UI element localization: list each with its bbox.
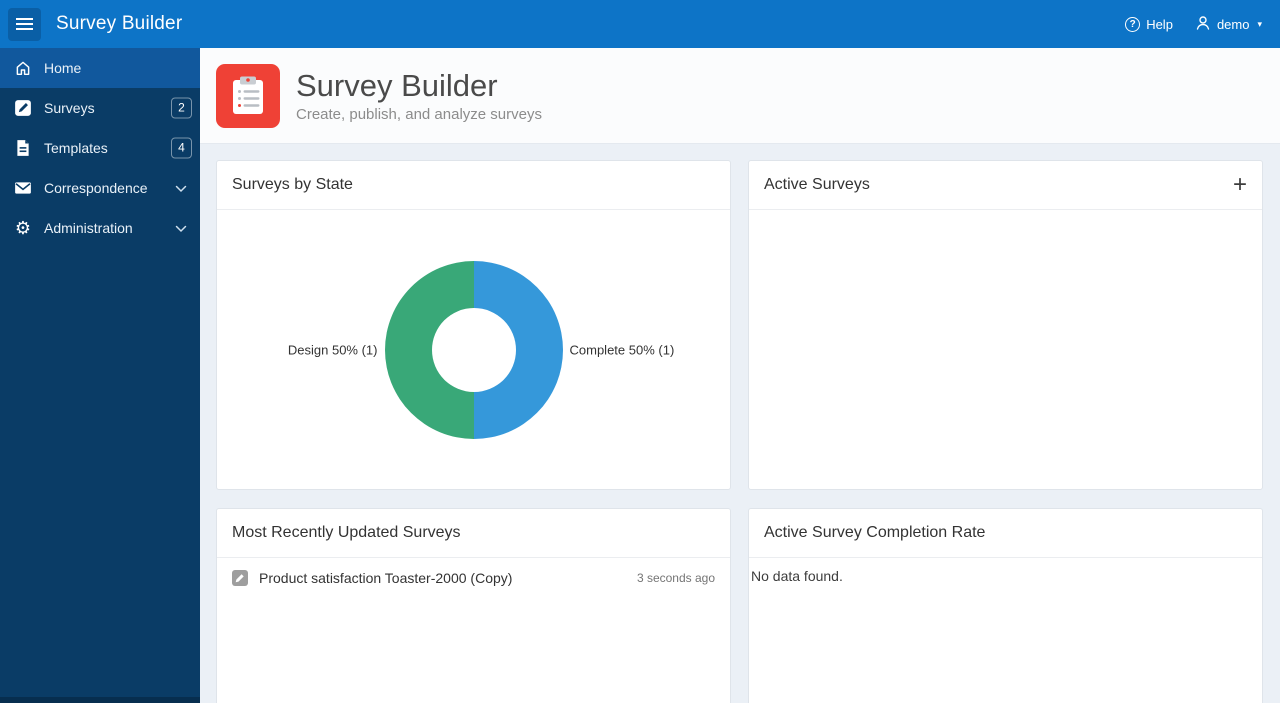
- help-icon: ?: [1125, 16, 1141, 32]
- help-link[interactable]: ? Help: [1125, 16, 1173, 32]
- sidebar-item-correspondence[interactable]: Correspondence: [0, 168, 200, 208]
- card-header: Surveys by State: [217, 161, 730, 210]
- sidebar-item-label: Surveys: [44, 100, 95, 116]
- sidebar: Home Surveys 2 Templates 4 Correspondenc…: [0, 48, 200, 703]
- surveys-by-state-chart: Design 50% (1) Complete 50% (1): [217, 210, 730, 489]
- survey-name: Product satisfaction Toaster-2000 (Copy): [259, 570, 513, 586]
- sidebar-item-home[interactable]: Home: [0, 48, 200, 88]
- user-label: demo: [1216, 16, 1250, 32]
- dashboard-grid: Surveys by State Design 50% (1) Complete…: [200, 144, 1280, 703]
- sidebar-item-templates[interactable]: Templates 4: [0, 128, 200, 168]
- chevron-down-icon: [175, 180, 187, 196]
- card-title: Active Survey Completion Rate: [764, 524, 986, 541]
- envelope-icon: [14, 179, 32, 197]
- card-header: Active Survey Completion Rate: [749, 509, 1262, 558]
- sidebar-item-label: Templates: [44, 140, 108, 156]
- card-header: Most Recently Updated Surveys: [217, 509, 730, 558]
- topbar-actions: ? Help demo ▾: [1125, 15, 1280, 34]
- card-surveys-by-state: Surveys by State Design 50% (1) Complete…: [216, 160, 731, 490]
- card-title: Most Recently Updated Surveys: [232, 524, 461, 541]
- document-icon: [14, 139, 32, 157]
- sidebar-item-label: Administration: [44, 220, 133, 236]
- pencil-icon: [232, 570, 248, 586]
- page-header: Survey Builder Create, publish, and anal…: [200, 48, 1280, 144]
- clipboard-app-icon: [216, 63, 280, 128]
- recent-surveys-list: Product satisfaction Toaster-2000 (Copy)…: [217, 558, 730, 598]
- templates-count-badge: 4: [171, 137, 192, 159]
- add-survey-button[interactable]: +: [1232, 171, 1247, 198]
- updated-timestamp: 3 seconds ago: [636, 571, 715, 585]
- chart-label-complete: Complete 50% (1): [569, 342, 675, 358]
- page-subtitle: Create, publish, and analyze surveys: [296, 105, 542, 123]
- card-header: Active Surveys +: [749, 161, 1262, 210]
- donut-chart[interactable]: [384, 261, 563, 439]
- home-icon: [14, 59, 32, 77]
- no-data-message: No data found.: [751, 568, 843, 584]
- card-title: Active Surveys: [764, 176, 870, 193]
- main-content: Survey Builder Create, publish, and anal…: [200, 48, 1280, 703]
- user-icon: [1195, 15, 1211, 34]
- help-label: Help: [1146, 16, 1173, 32]
- surveys-count-badge: 2: [171, 97, 192, 119]
- sidebar-item-surveys[interactable]: Surveys 2: [0, 88, 200, 128]
- chart-label-design: Design 50% (1): [287, 342, 378, 358]
- caret-down-icon: ▾: [1257, 18, 1262, 29]
- list-item[interactable]: Product satisfaction Toaster-2000 (Copy)…: [217, 558, 730, 598]
- card-title: Surveys by State: [232, 176, 353, 193]
- app-title: Survey Builder: [56, 13, 183, 34]
- page-title: Survey Builder: [296, 68, 498, 104]
- card-recent-surveys: Most Recently Updated Surveys Product sa…: [216, 508, 731, 703]
- sidebar-item-label: Correspondence: [44, 180, 148, 196]
- card-completion-rate: Active Survey Completion Rate No data fo…: [748, 508, 1263, 703]
- sidebar-item-administration[interactable]: ⚙ Administration: [0, 208, 200, 248]
- hamburger-menu-button[interactable]: [8, 7, 41, 41]
- gear-icon: ⚙: [14, 218, 32, 238]
- user-menu[interactable]: demo ▾: [1195, 15, 1262, 34]
- sidebar-footer: [0, 697, 200, 703]
- card-active-surveys: Active Surveys +: [748, 160, 1263, 490]
- pencil-square-icon: [14, 99, 32, 117]
- topbar: Survey Builder ? Help demo ▾: [0, 0, 1280, 48]
- sidebar-item-label: Home: [44, 60, 82, 76]
- chevron-down-icon: [175, 220, 187, 236]
